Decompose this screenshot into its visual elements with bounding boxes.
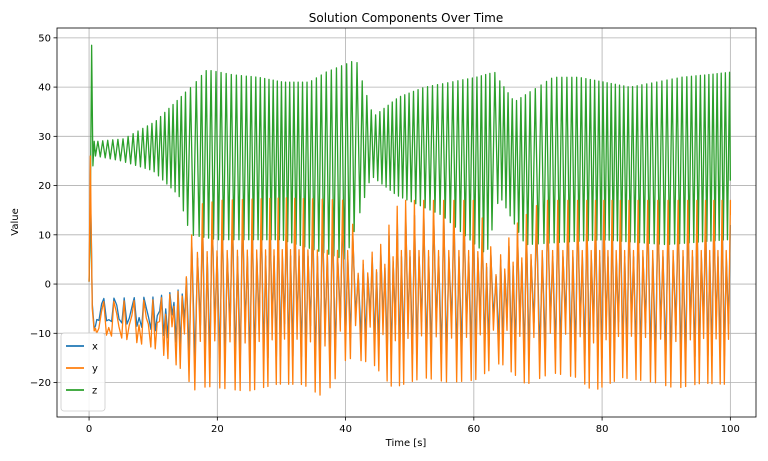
- legend-label-x: x: [92, 342, 98, 353]
- chart-title: Solution Components Over Time: [309, 11, 503, 25]
- legend-label-y: y: [92, 364, 98, 375]
- series-line-y: [88, 155, 732, 396]
- y-tick-label: 40: [38, 83, 51, 94]
- legend-label-z: z: [92, 386, 97, 397]
- y-tick-label: 20: [38, 181, 51, 192]
- series-line-z: [88, 44, 731, 282]
- x-tick-label: 0: [86, 424, 92, 435]
- x-tick-label: 40: [339, 424, 352, 435]
- y-tick-label: −10: [30, 329, 51, 340]
- x-axis-label: Time [s]: [385, 438, 427, 449]
- x-tick-label: 20: [211, 424, 224, 435]
- legend-box: [60, 332, 106, 412]
- x-tick-label: 60: [467, 424, 480, 435]
- y-axis-label: Value: [10, 208, 21, 235]
- legend: xyz: [60, 332, 106, 412]
- y-tick-label: −20: [30, 378, 51, 389]
- x-tick-label: 80: [596, 424, 609, 435]
- series-lines: [88, 44, 732, 396]
- y-tick-label: 10: [38, 230, 51, 241]
- y-tick-label: 30: [38, 132, 51, 143]
- plot-frame: [56, 27, 757, 418]
- x-axis-ticks: 0 20 40 60 80 100: [86, 417, 740, 435]
- x-tick-label: 100: [721, 424, 740, 435]
- y-tick-label: 50: [38, 33, 51, 44]
- y-tick-label: 0: [45, 280, 51, 291]
- y-axis-ticks: −20 −10 0 10 20 30 40 50: [30, 33, 57, 389]
